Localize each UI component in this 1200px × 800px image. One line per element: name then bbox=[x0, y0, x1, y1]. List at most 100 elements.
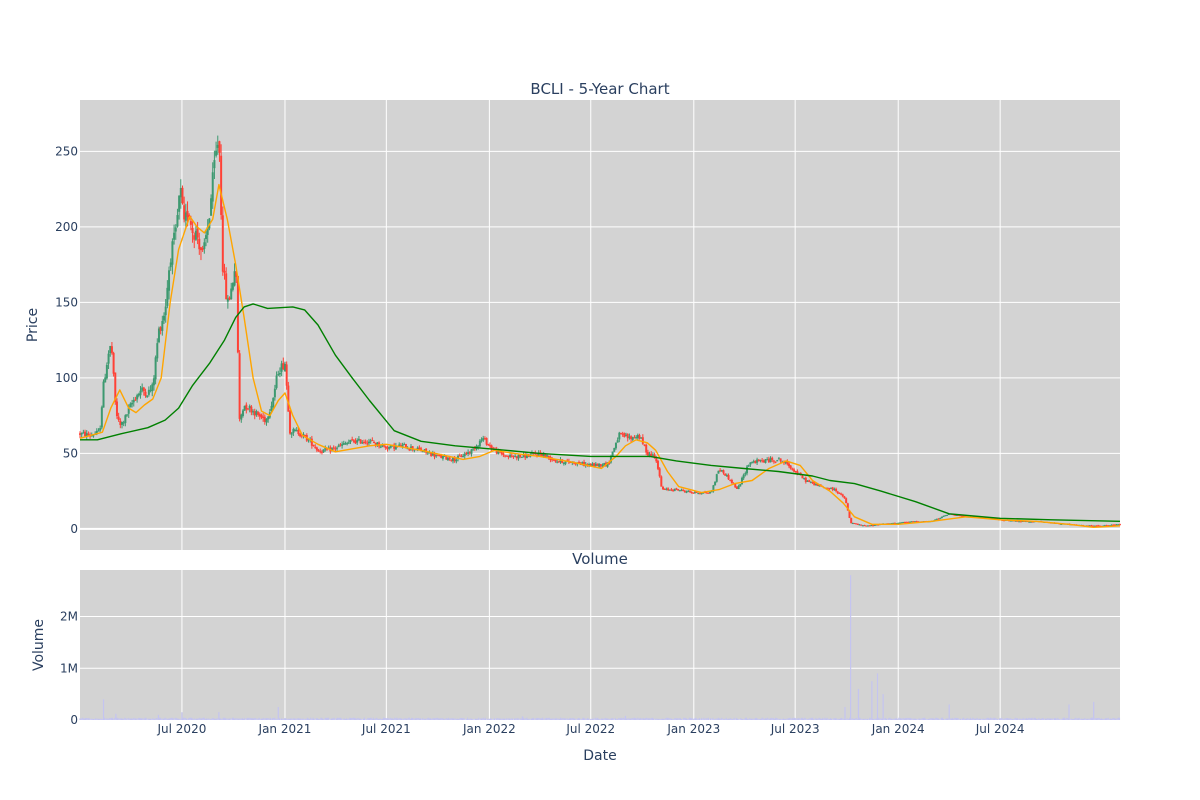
volume-bar bbox=[562, 718, 564, 720]
volume-bar bbox=[846, 718, 848, 720]
volume-bar bbox=[127, 717, 129, 720]
candle-body bbox=[547, 455, 550, 458]
candle-body bbox=[325, 448, 328, 450]
candle-body bbox=[194, 230, 197, 240]
candle-body bbox=[626, 434, 629, 439]
volume-bar bbox=[230, 719, 232, 720]
volume-bar bbox=[480, 718, 482, 720]
candle-body bbox=[945, 514, 948, 516]
volume-bar bbox=[694, 718, 696, 720]
candle-body bbox=[606, 462, 609, 467]
volume-bar bbox=[939, 719, 941, 720]
volume-bar bbox=[397, 718, 399, 720]
candle-body bbox=[507, 455, 510, 458]
volume-bar bbox=[452, 718, 454, 720]
candle-body bbox=[682, 490, 685, 492]
candle-body bbox=[690, 492, 693, 494]
candle-body bbox=[159, 327, 162, 331]
candle-body bbox=[307, 439, 310, 441]
volume-bar bbox=[205, 718, 208, 720]
volume-bar bbox=[335, 718, 338, 720]
long-moving-average-line bbox=[80, 303, 1121, 522]
price-y-tick-label: 50 bbox=[63, 446, 78, 460]
candle-body bbox=[488, 445, 491, 447]
volume-bar bbox=[326, 717, 329, 720]
candle-body bbox=[937, 518, 940, 520]
candle-body bbox=[532, 453, 535, 455]
volume-bar bbox=[944, 719, 946, 720]
volume-bar bbox=[202, 717, 204, 720]
volume-bar bbox=[410, 717, 413, 720]
candle-body bbox=[354, 441, 357, 444]
volume-bar bbox=[809, 718, 811, 720]
candle-body bbox=[490, 445, 493, 449]
candle-body bbox=[808, 480, 811, 482]
volume-bar bbox=[468, 718, 470, 720]
volume-bar bbox=[714, 719, 716, 720]
volume-bar bbox=[586, 718, 588, 720]
volume-bar bbox=[300, 718, 302, 720]
volume-bar bbox=[892, 718, 894, 720]
candle-body bbox=[613, 448, 616, 452]
candle-body bbox=[386, 447, 389, 449]
volume-bar bbox=[772, 718, 774, 720]
volume-bar bbox=[1102, 718, 1104, 720]
candle-body bbox=[557, 461, 560, 463]
volume-bar bbox=[916, 718, 918, 720]
candle-body bbox=[873, 524, 876, 526]
volume-bar bbox=[807, 718, 809, 720]
volume-bar bbox=[960, 719, 963, 720]
candle-body bbox=[779, 458, 782, 462]
volume-bar bbox=[513, 718, 516, 720]
volume-bar bbox=[600, 719, 602, 720]
volume-bar bbox=[483, 718, 485, 720]
volume-bar bbox=[90, 718, 92, 720]
volume-bar bbox=[647, 718, 649, 720]
candle-body bbox=[816, 484, 819, 486]
candle-body bbox=[685, 491, 688, 493]
volume-bar bbox=[302, 718, 304, 720]
candle-body bbox=[317, 450, 320, 452]
candle-body bbox=[183, 205, 186, 220]
volume-bar bbox=[191, 717, 193, 720]
candle-body bbox=[383, 445, 386, 447]
candle-body bbox=[620, 433, 623, 435]
volume-subplot-title: Volume bbox=[572, 550, 628, 568]
volume-bar bbox=[1068, 704, 1070, 720]
candle-body bbox=[1115, 524, 1118, 526]
volume-bar bbox=[959, 718, 961, 720]
volume-bar bbox=[334, 719, 336, 720]
candle-body bbox=[564, 460, 567, 464]
volume-bar bbox=[1086, 718, 1088, 720]
volume-bar bbox=[484, 717, 487, 720]
volume-bars bbox=[79, 575, 1121, 720]
candle-body bbox=[942, 515, 945, 517]
volume-bar bbox=[1000, 718, 1002, 720]
volume-bar bbox=[316, 718, 319, 720]
volume-bar bbox=[606, 718, 609, 720]
volume-bar bbox=[830, 718, 833, 720]
volume-bar bbox=[623, 718, 625, 720]
candle-body bbox=[801, 475, 804, 479]
volume-bar bbox=[347, 719, 349, 720]
volume-bar bbox=[619, 718, 621, 720]
candle-body bbox=[638, 435, 641, 439]
volume-bar bbox=[707, 717, 709, 720]
volume-bar bbox=[620, 717, 622, 720]
candle-body bbox=[137, 393, 140, 396]
candle-body bbox=[524, 453, 527, 458]
volume-bar bbox=[893, 718, 895, 720]
volume-bar bbox=[575, 719, 577, 720]
volume-bar bbox=[451, 718, 453, 720]
candle-body bbox=[735, 486, 738, 489]
volume-bar bbox=[661, 718, 664, 720]
volume-bar bbox=[899, 718, 901, 720]
candle-body bbox=[467, 452, 470, 454]
candle-body bbox=[961, 515, 964, 517]
volume-bar bbox=[493, 718, 496, 720]
volume-bar bbox=[1087, 718, 1089, 720]
volume-bar bbox=[988, 718, 991, 720]
candle-body bbox=[992, 517, 995, 519]
candle-body bbox=[112, 352, 115, 374]
volume-bar bbox=[415, 717, 417, 720]
